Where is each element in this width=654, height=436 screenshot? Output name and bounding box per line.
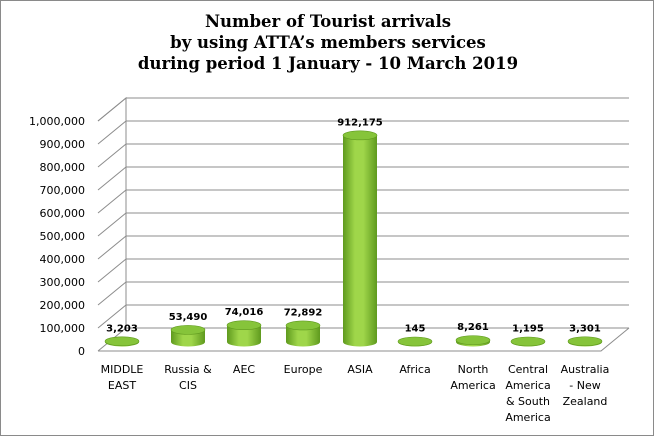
gridline	[97, 120, 629, 145]
title-line-1: Number of Tourist arrivals	[204, 12, 452, 31]
value-label: 53,490	[169, 312, 208, 323]
category-label: MIDDLE	[101, 363, 144, 376]
category-label: & South	[506, 395, 550, 408]
category-label: ASIA	[347, 363, 373, 376]
bar-body	[286, 325, 320, 347]
y-tick-label: 1,000,000	[29, 115, 85, 128]
category-label: America	[505, 411, 550, 424]
value-label: 8,261	[457, 322, 489, 333]
y-tick-label: 600,000	[40, 207, 86, 220]
bar-top	[397, 336, 433, 347]
bar-top	[455, 335, 491, 345]
category-label: America	[450, 379, 495, 392]
y-tick-label: 0	[78, 345, 85, 358]
title-line-2: by using ATTA’s members services	[170, 33, 486, 52]
gridline	[97, 235, 629, 260]
value-label: 74,016	[225, 307, 264, 318]
value-label: 3,301	[569, 323, 601, 334]
bar-top	[285, 320, 321, 331]
category-label: EAST	[108, 379, 136, 392]
value-label: 912,175	[337, 117, 383, 128]
category-label: Central	[508, 363, 548, 376]
gridline	[97, 281, 629, 306]
value-label: 3,203	[106, 323, 138, 334]
gridline	[97, 189, 629, 214]
category-label: Africa	[399, 363, 430, 376]
y-tick-label: 800,000	[40, 161, 86, 174]
chart-title: Number of Tourist arrivals by using ATTA…	[1, 11, 653, 74]
value-label: 1,195	[512, 324, 544, 335]
title-line-3: during period 1 January - 10 March 2019	[137, 54, 519, 73]
y-tick-label: 400,000	[40, 253, 86, 266]
y-tick-label: 300,000	[40, 276, 86, 289]
bar-top	[567, 336, 603, 347]
y-tick-label: 100,000	[40, 322, 86, 335]
category-label: Australia	[561, 363, 610, 376]
bar-body	[343, 135, 377, 347]
gridline	[97, 97, 629, 122]
category-label: North	[458, 363, 489, 376]
category-label: Europe	[284, 363, 323, 376]
y-tick-label: 700,000	[40, 184, 86, 197]
category-label: CIS	[179, 379, 197, 392]
value-label: 145	[405, 324, 426, 335]
category-label: Zealand	[563, 395, 608, 408]
category-label: Russia &	[164, 363, 212, 376]
bar-top	[170, 325, 206, 335]
gridline	[97, 212, 629, 237]
floor	[98, 327, 630, 352]
gridline	[97, 258, 629, 283]
category-label: - New	[569, 379, 600, 392]
gridline	[97, 143, 629, 168]
gridline	[97, 166, 629, 191]
gridline	[97, 304, 629, 329]
value-label: 72,892	[284, 307, 323, 318]
bar-top	[510, 336, 546, 347]
bar-top	[226, 320, 262, 331]
bar-top	[342, 130, 378, 141]
y-tick-label: 500,000	[40, 230, 86, 243]
y-tick-label: 900,000	[40, 138, 86, 151]
bar-top	[104, 336, 140, 347]
category-label: America	[505, 379, 550, 392]
y-tick-label: 200,000	[40, 299, 86, 312]
category-label: AEC	[233, 363, 255, 376]
bar-body	[227, 325, 261, 347]
